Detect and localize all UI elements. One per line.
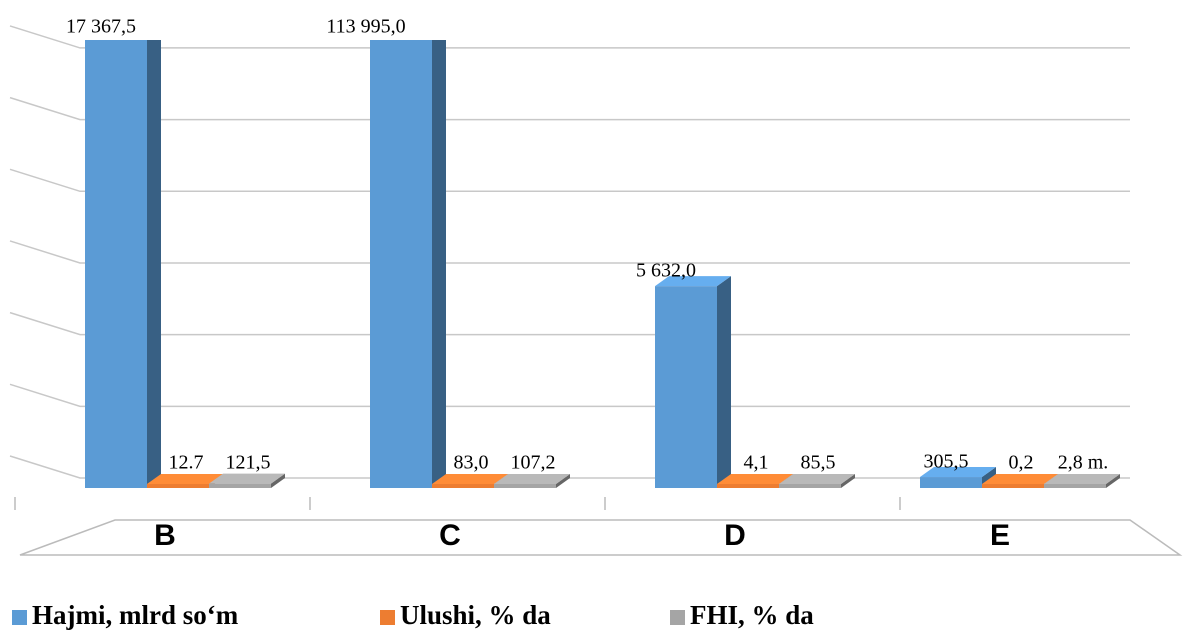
bar [209,483,271,488]
value-label: 305,5 [924,451,969,473]
legend-label: Ulushi, % da [400,600,551,630]
labels: B 17 367,5 12.7 121,5 C 113 995,0 83,0 107,2 D 5 … [66,16,1108,552]
bar-side [841,474,855,488]
x-tick-label: E [990,519,1010,552]
legend-swatch [670,610,685,625]
bar-top [655,276,731,287]
value-label: 113 995,0 [326,16,405,38]
grid-line [9,240,1130,264]
x-tick-label: C [439,519,461,552]
grid-line [9,311,1130,336]
bar [779,484,841,488]
bar-top [982,474,1058,484]
bars [85,40,1120,488]
bar-top [432,474,508,484]
grid-line [9,383,1130,408]
bar-side [556,474,570,488]
category-dividers [14,497,901,510]
floor [19,519,1183,556]
value-label: 17 367,5 [66,16,136,38]
value-label: 121,5 [226,452,271,474]
bar-side [1106,474,1120,488]
grid-line [9,168,1130,193]
value-label: 85,5 [801,452,836,474]
bar [1044,484,1106,488]
bar [920,477,982,488]
bar-top [147,474,223,484]
value-label: 5 632,0 [636,260,696,282]
bar-top [717,474,793,484]
x-tick-label: D [724,519,746,552]
value-label: 0,2 [1009,452,1034,474]
bar-top [1044,474,1120,484]
x-tick-label: B [154,519,176,552]
bar-top [494,474,570,484]
legend-swatch [12,610,27,625]
value-label: 2,8 m. [1058,452,1109,474]
legend-label: Hajmi, mlrd so‘m [32,600,239,630]
bar-side [147,40,161,488]
bar [432,484,494,488]
value-label: 83,0 [454,452,489,474]
bar-side [432,40,446,488]
bar [370,40,432,488]
bar [494,484,556,488]
bar-top [920,467,996,478]
bar [655,286,717,488]
bar [982,484,1044,488]
bar-top [779,474,855,484]
bar [717,484,779,488]
bar-side [271,473,285,488]
value-label: 12.7 [169,452,204,474]
grid-line [9,25,1130,49]
value-label: 107,2 [511,452,556,474]
grid [9,25,1130,479]
bar-side [717,276,731,488]
bar [147,484,209,488]
grid-line [9,96,1130,121]
value-label: 4,1 [744,452,769,474]
bar-top [209,473,285,484]
bar [85,40,147,488]
legend-swatch [380,610,395,625]
legend-label: FHI, % da [690,600,814,630]
